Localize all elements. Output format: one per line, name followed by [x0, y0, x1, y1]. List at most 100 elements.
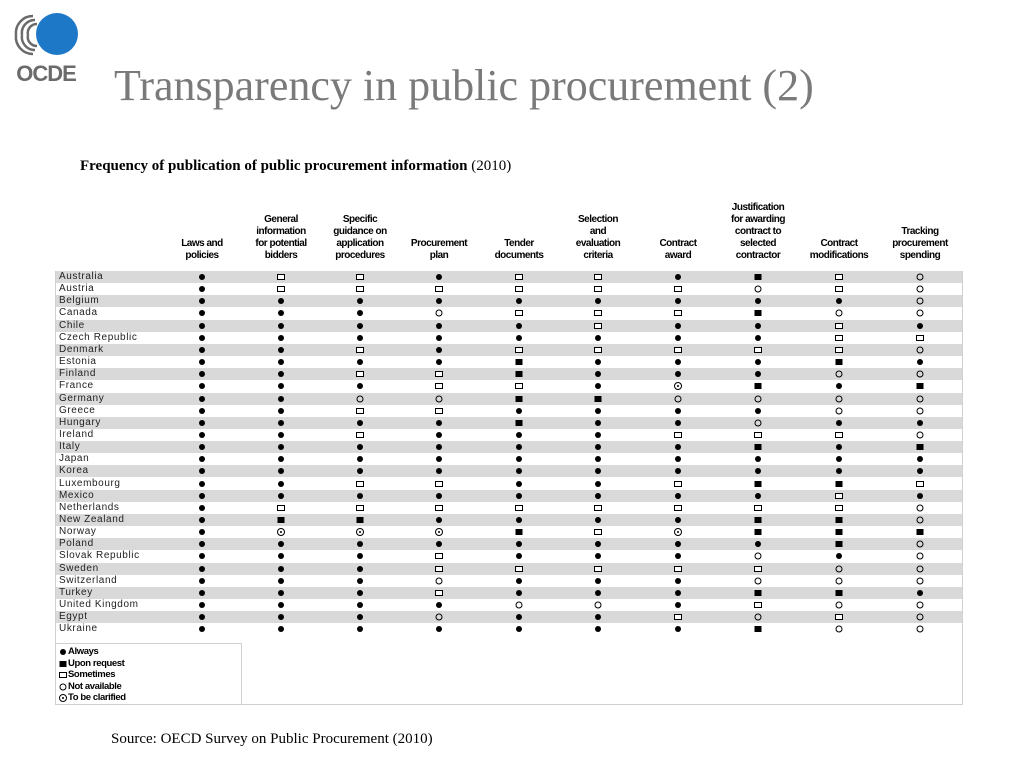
- always-dot-icon: [278, 334, 284, 341]
- table-cell: [271, 307, 291, 319]
- table-cell: [350, 405, 370, 417]
- always-dot-icon: [436, 468, 442, 475]
- table-cell: [668, 453, 688, 465]
- table-cell: [350, 465, 370, 477]
- table-cell: [192, 356, 212, 368]
- table-cell: [429, 453, 449, 465]
- always-dot-icon: [278, 322, 284, 329]
- table-cell: [350, 611, 370, 623]
- table-cell: [748, 550, 768, 562]
- always-dot-icon: [357, 602, 363, 609]
- table-cell: [588, 526, 608, 538]
- table-cell: [588, 344, 608, 356]
- table-cell: [509, 356, 529, 368]
- table-cell: [668, 550, 688, 562]
- always-dot-icon: [595, 468, 601, 475]
- sometimes-box-icon: [674, 504, 682, 511]
- upon-request-square-icon: [754, 589, 762, 596]
- sometimes-box-icon: [594, 286, 602, 293]
- always-dot-icon: [278, 359, 284, 366]
- table-cell: [192, 526, 212, 538]
- not-available-circle-icon: [835, 309, 843, 317]
- sometimes-box-icon: [515, 346, 523, 353]
- legend: Always Upon request Sometimes Not available…: [56, 643, 242, 705]
- table-cell: [509, 599, 529, 611]
- table-cell: [910, 563, 930, 575]
- table-cell: [668, 417, 688, 429]
- always-dot-icon: [60, 649, 66, 655]
- always-dot-icon: [436, 541, 442, 548]
- always-dot-icon: [917, 468, 923, 475]
- always-dot-icon: [516, 553, 522, 560]
- table-row: Poland: [56, 538, 962, 551]
- table-cell: [748, 587, 768, 599]
- always-dot-icon: [199, 383, 205, 390]
- table-cell: [350, 575, 370, 587]
- not-available-circle-icon: [835, 395, 843, 402]
- country-name: Denmark: [59, 343, 104, 355]
- table-row: Estonia: [56, 356, 962, 368]
- table-row: Japan: [56, 453, 962, 465]
- table-cell: [509, 575, 529, 587]
- always-dot-icon: [199, 371, 205, 378]
- upon-request-square-icon: [835, 517, 843, 523]
- upon-request-square-icon: [835, 541, 843, 548]
- table-cell: [429, 599, 449, 611]
- table-cell: [910, 441, 930, 453]
- upon-request-square-icon: [835, 359, 843, 366]
- table-cell: [192, 307, 212, 319]
- table-cell: [271, 575, 291, 587]
- always-dot-icon: [516, 322, 522, 329]
- legend-symbol: [58, 646, 68, 658]
- always-dot-icon: [917, 456, 923, 463]
- always-dot-icon: [436, 298, 442, 305]
- table-cell: [910, 514, 930, 526]
- always-dot-icon: [278, 626, 284, 633]
- table-cell: [509, 453, 529, 465]
- always-dot-icon: [595, 298, 601, 305]
- table-cell: [829, 526, 849, 538]
- table-cell: [509, 271, 529, 283]
- table-cell: [429, 623, 449, 635]
- table-cell: [588, 490, 608, 502]
- upon-request-square-icon: [515, 359, 523, 366]
- table-cell: [588, 380, 608, 392]
- country-name: New Zealand: [59, 514, 125, 525]
- table-row: Turkey: [56, 586, 962, 599]
- table-cell: [192, 393, 212, 405]
- table-cell: [192, 368, 212, 380]
- always-dot-icon: [836, 383, 842, 390]
- table-cell: [509, 441, 529, 453]
- table-cell: [350, 526, 370, 538]
- always-dot-icon: [595, 456, 601, 463]
- table-cell: [748, 307, 768, 319]
- table-cell: [192, 429, 212, 441]
- table-cell: [509, 550, 529, 562]
- always-dot-icon: [516, 614, 522, 621]
- always-dot-icon: [675, 298, 681, 305]
- table-cell: [910, 356, 930, 368]
- table-cell: [192, 344, 212, 356]
- table-cell: [748, 417, 768, 429]
- sometimes-box-icon: [674, 480, 682, 487]
- not-available-circle-icon: [916, 370, 924, 378]
- always-dot-icon: [595, 407, 601, 414]
- not-available-circle-icon: [435, 395, 443, 402]
- legend-label: Sometimes: [68, 669, 116, 680]
- table-cell: [271, 295, 291, 307]
- table-cell: [910, 307, 930, 319]
- country-name: Poland: [59, 538, 94, 550]
- always-dot-icon: [917, 359, 923, 366]
- not-available-circle-icon: [916, 601, 924, 609]
- table-cell: [192, 332, 212, 344]
- always-dot-icon: [278, 383, 284, 390]
- table-cell: [429, 332, 449, 344]
- upon-request-square-icon: [754, 383, 762, 390]
- table-cell: [509, 380, 529, 392]
- table-cell: [429, 514, 449, 526]
- sometimes-box-icon: [435, 480, 443, 487]
- always-dot-icon: [278, 444, 284, 451]
- table-cell: [192, 441, 212, 453]
- sometimes-box-icon: [435, 504, 443, 511]
- country-name: United Kingdom: [59, 599, 139, 611]
